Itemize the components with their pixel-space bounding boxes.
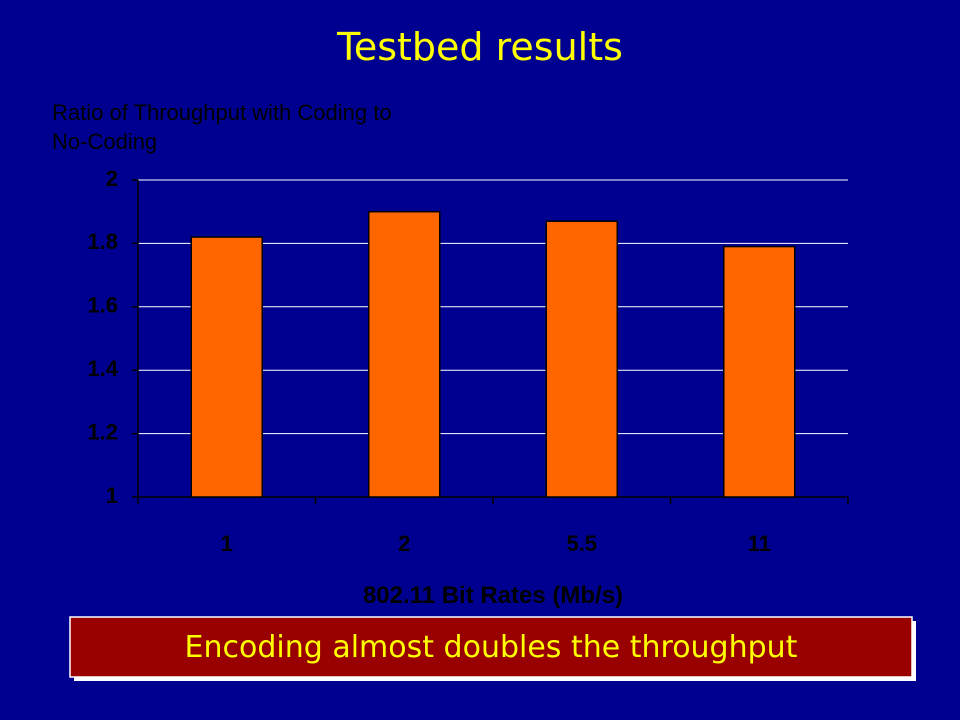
y-axis-label: Ratio of Throughput with Coding to No-Co…	[52, 100, 392, 154]
chart-title: Testbed results	[336, 25, 623, 69]
y-tick-label: 1.4	[87, 356, 118, 381]
note-box	[69, 616, 913, 678]
x-axis-label: 802.11 Bit Rates (Mb/s)	[363, 582, 623, 609]
y-tick-label: 1	[106, 483, 118, 508]
y-tick-label: 1.2	[87, 419, 118, 444]
y-tick-label: 2	[106, 166, 118, 191]
annotation: Encoding almost doubles the throughput	[185, 630, 798, 665]
bar	[723, 245, 796, 498]
bar	[190, 236, 263, 498]
x-tick-label: 2	[398, 531, 410, 556]
y-tick-label: 1.8	[87, 229, 118, 254]
x-tick-label: 11	[748, 531, 771, 556]
bar	[368, 210, 441, 498]
x-tick-label: 5.5	[566, 531, 597, 556]
bar	[545, 220, 618, 498]
y-tick-label: 1.6	[87, 293, 118, 318]
x-tick-label: 1	[221, 531, 233, 556]
